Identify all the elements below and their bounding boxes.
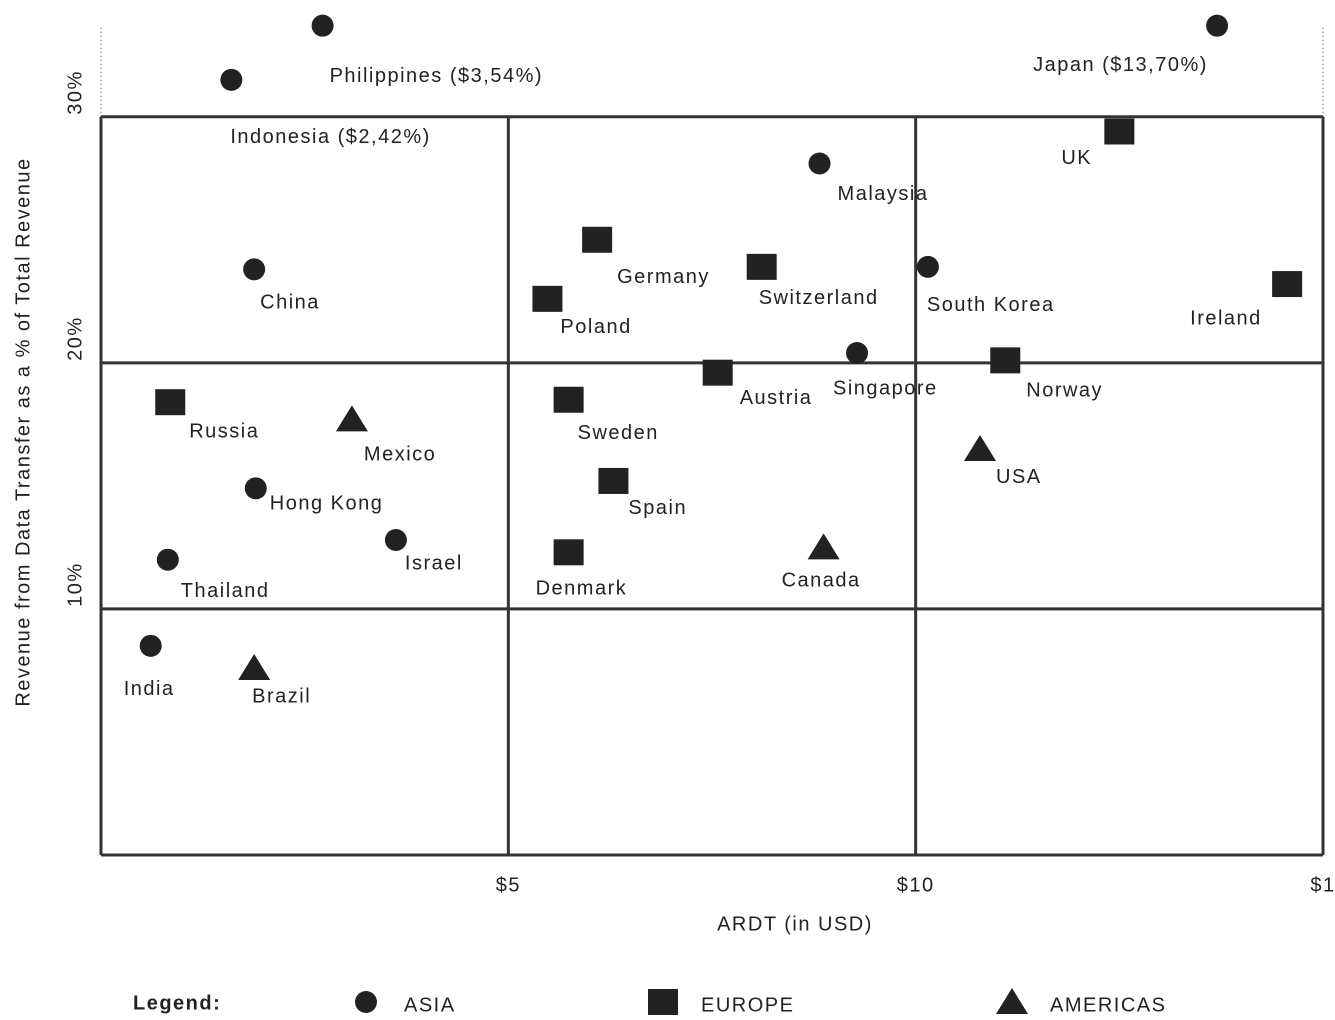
data-point [846, 341, 869, 364]
point-label: India [124, 678, 175, 700]
data-point [311, 14, 334, 37]
data-point [746, 253, 777, 280]
data-point [238, 653, 271, 680]
point-label: Thailand [181, 580, 270, 602]
data-point [1104, 118, 1135, 145]
y-tick-label: 10% [64, 562, 86, 607]
point-label: Indonesia ($2,42%) [230, 126, 430, 148]
y-tick-label: 30% [64, 70, 86, 115]
point-label: Brazil [252, 685, 311, 707]
point-label: China [260, 292, 320, 314]
x-tick-label: $10 [897, 874, 935, 896]
point-label: Canada [782, 570, 861, 592]
x-tick-label: $5 [496, 874, 521, 896]
data-point [335, 405, 368, 432]
legend-marker [648, 989, 678, 1015]
point-label: Norway [1026, 380, 1103, 402]
point-label: Sweden [578, 422, 659, 444]
data-point [702, 359, 733, 386]
legend-marker [996, 988, 1028, 1014]
data-point [553, 539, 584, 566]
point-label: Japan ($13,70%) [1033, 54, 1208, 76]
point-label: Singapore [833, 377, 938, 399]
point-label: Austria [740, 387, 813, 409]
data-point [220, 68, 243, 91]
legend-title: Legend: [133, 992, 221, 1014]
x-axis-title: ARDT (in USD) [717, 913, 873, 935]
point-label: Israel [405, 552, 463, 574]
data-point [243, 258, 266, 281]
data-point [990, 347, 1021, 374]
point-label: UK [1061, 147, 1092, 169]
point-label: Switzerland [759, 287, 879, 309]
point-label: Philippines ($3,54%) [330, 65, 543, 87]
data-point [582, 226, 613, 253]
y-axis-title: Revenue from Data Transfer as a % of Tot… [12, 157, 34, 706]
data-point [807, 533, 840, 560]
legend-label: EUROPE [701, 994, 794, 1016]
legend-marker [355, 991, 377, 1013]
point-label: Hong Kong [270, 493, 384, 515]
data-point [808, 152, 831, 175]
point-label: Mexico [364, 444, 436, 466]
point-label: Malaysia [838, 183, 929, 205]
point-label: South Korea [927, 294, 1055, 316]
point-label: Russia [189, 420, 259, 442]
data-point [1272, 271, 1303, 298]
data-point [155, 389, 186, 416]
y-tick-label: 20% [64, 316, 86, 361]
data-point [1206, 14, 1229, 37]
legend-label: AMERICAS [1050, 994, 1166, 1016]
point-label: Denmark [536, 578, 628, 600]
data-point [139, 634, 162, 657]
data-point [156, 548, 179, 571]
data-point [964, 434, 997, 461]
legend-label: ASIA [404, 994, 456, 1016]
point-label: Poland [560, 316, 631, 338]
data-point [244, 477, 267, 500]
data-point [916, 255, 939, 278]
data-point [384, 529, 407, 552]
point-label: USA [996, 466, 1042, 488]
data-point [532, 285, 563, 312]
point-label: Spain [628, 497, 687, 519]
data-point [553, 386, 584, 413]
point-label: Germany [617, 266, 710, 288]
x-tick-label: $1 [1310, 874, 1335, 896]
data-point [598, 467, 629, 494]
point-label: Ireland [1190, 307, 1262, 329]
